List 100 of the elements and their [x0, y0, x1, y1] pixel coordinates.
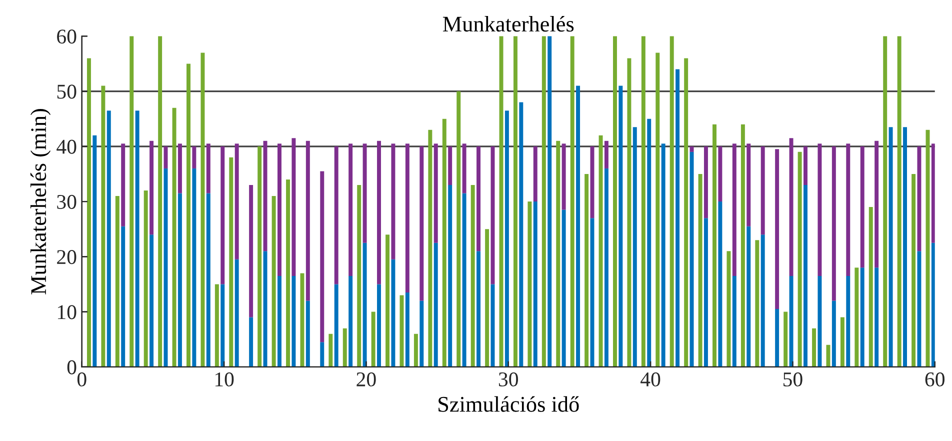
bar [342, 328, 347, 367]
bar [804, 146, 808, 185]
bar [448, 185, 452, 367]
bar [604, 140, 608, 168]
bar [647, 118, 652, 367]
y-tick-label: 60 [57, 30, 76, 44]
bar [519, 102, 524, 367]
bar [533, 146, 538, 202]
bar [320, 342, 324, 367]
bar [420, 146, 424, 301]
bar [476, 251, 481, 367]
y-axis-title: Munkaterhelés (min) [30, 109, 51, 294]
bar [690, 146, 694, 152]
bar [150, 234, 154, 367]
bar [804, 185, 808, 367]
bar [712, 124, 716, 367]
x-tick-label: 0 [77, 372, 86, 386]
bar [818, 276, 822, 367]
bar [405, 144, 410, 292]
bar [192, 146, 196, 168]
bar [860, 146, 864, 268]
bar [874, 268, 879, 367]
bar [818, 144, 822, 276]
bar [206, 144, 210, 194]
bar [718, 202, 722, 367]
bar [562, 144, 566, 210]
bar [570, 36, 574, 367]
bar [676, 69, 680, 367]
bar [292, 276, 296, 367]
bar [377, 284, 381, 367]
bar [832, 146, 836, 301]
bar [286, 179, 290, 367]
bar [220, 146, 225, 284]
bar [272, 196, 276, 367]
bar [746, 144, 751, 226]
bar [846, 144, 850, 276]
x-tick-label: 30 [498, 372, 518, 386]
bar [214, 284, 219, 367]
bar [448, 146, 452, 185]
x-tick-label: 50 [783, 372, 802, 386]
bar [249, 185, 254, 318]
bar [377, 140, 381, 284]
bar [178, 144, 182, 194]
bar [746, 226, 751, 367]
bar [760, 146, 765, 235]
bar [220, 284, 225, 367]
bar [121, 226, 126, 367]
bar [832, 300, 836, 367]
bar [115, 196, 120, 367]
bar [348, 276, 353, 367]
bar [186, 64, 190, 367]
bar [249, 317, 254, 367]
bar [840, 317, 844, 367]
bar [470, 185, 475, 367]
bar [476, 146, 481, 252]
bar [306, 140, 310, 301]
bar [718, 146, 722, 202]
bar [868, 207, 873, 367]
y-tick-label: 40 [56, 140, 76, 154]
bar [334, 146, 338, 284]
bar [789, 138, 794, 276]
x-tick-label: 10 [215, 372, 234, 386]
bar [391, 144, 396, 260]
y-tick-label: 10 [58, 305, 76, 320]
bar [86, 58, 91, 367]
bar [874, 140, 879, 268]
x-tick-label: 20 [356, 372, 376, 386]
y-tick-label: 30 [57, 194, 76, 209]
bar [732, 144, 736, 276]
y-tick-label: 0 [67, 360, 76, 374]
bar [846, 276, 850, 367]
bar [618, 86, 623, 367]
bar [903, 127, 907, 367]
bar [775, 309, 780, 367]
bar [740, 124, 745, 367]
bar [670, 36, 674, 367]
bar [150, 140, 154, 235]
bar [442, 118, 446, 367]
bar [320, 171, 324, 342]
bar [775, 149, 780, 310]
bar [513, 36, 518, 367]
bar [798, 152, 802, 367]
y-tick-label: 20 [57, 250, 76, 264]
bar [548, 36, 552, 367]
bar [542, 36, 546, 367]
bar [334, 284, 338, 367]
bar [490, 146, 495, 284]
x-tick-label: 40 [640, 372, 660, 386]
bar [92, 135, 97, 367]
bar [420, 300, 424, 367]
bar [641, 36, 646, 367]
bar [613, 36, 617, 367]
bar [371, 312, 376, 367]
chart-title: Munkaterhelés [442, 16, 574, 32]
bar [348, 144, 353, 276]
bar [414, 334, 418, 367]
bar [144, 190, 148, 367]
bar [897, 36, 902, 367]
bar [576, 86, 580, 367]
bar [192, 168, 196, 367]
